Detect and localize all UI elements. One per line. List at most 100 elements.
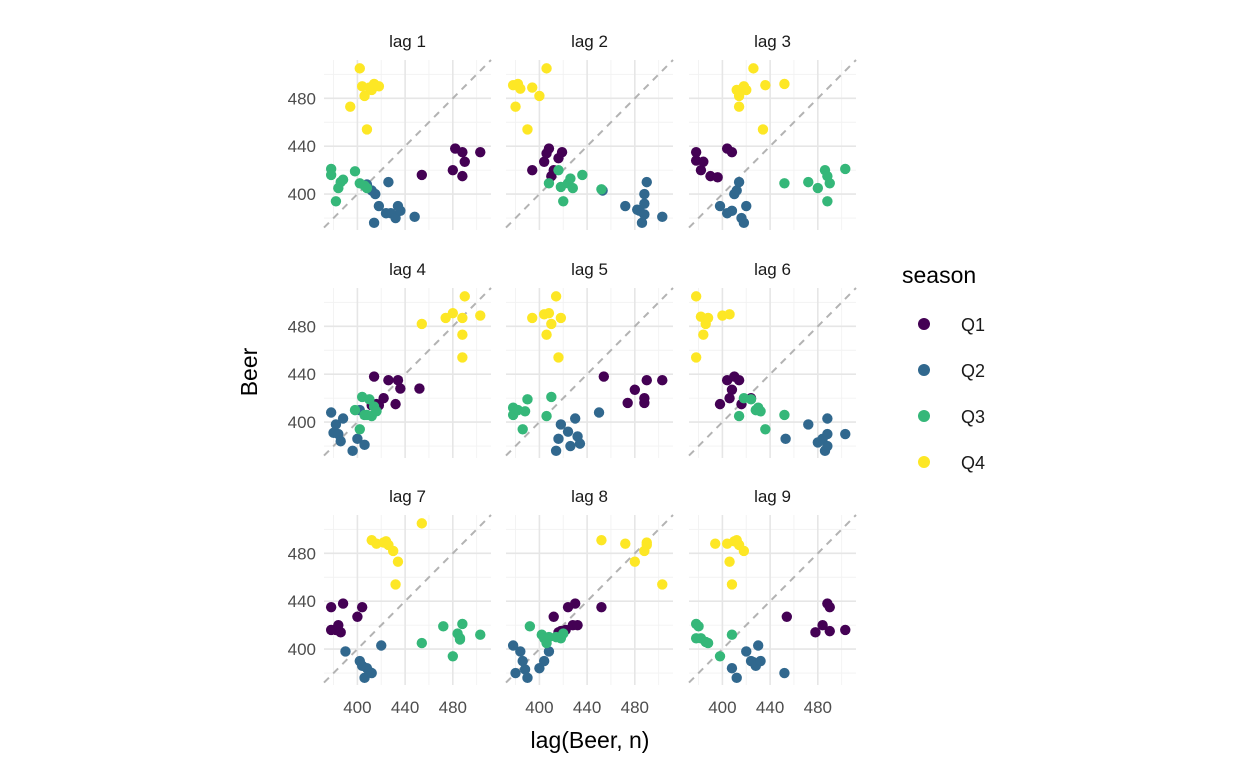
data-point-q1 — [622, 397, 633, 409]
legend-title: season — [902, 262, 976, 288]
data-point-q1 — [712, 172, 723, 183]
x-tick-label: 480 — [621, 698, 649, 717]
data-point-q4 — [345, 101, 356, 112]
data-point-q2 — [352, 433, 363, 445]
data-point-q4 — [596, 534, 607, 546]
data-point-q2 — [368, 217, 380, 229]
facet-title: lag 5 — [571, 260, 608, 279]
data-point-q3 — [553, 164, 564, 176]
facet-panel-7: lag 7 — [323, 487, 492, 685]
data-point-q3 — [812, 182, 824, 194]
data-point-q2 — [780, 433, 791, 445]
data-point-q3 — [517, 424, 528, 435]
data-point-q1 — [840, 624, 851, 636]
data-point-q1 — [695, 164, 707, 176]
data-point-q4 — [459, 291, 470, 302]
facet-panels: lag 1 lag 2 lag 3 lag 4 lag 5 lag 6 lag 7 lag 8… — [323, 32, 857, 685]
data-point-q3 — [330, 196, 342, 207]
data-point-q4 — [553, 352, 564, 363]
data-point-q3 — [543, 178, 555, 189]
data-point-q4 — [515, 83, 526, 94]
y-tick-label: 440 — [288, 365, 316, 384]
data-point-q4 — [354, 63, 365, 74]
x-tick-label: 400 — [525, 698, 553, 717]
data-point-q4 — [748, 63, 759, 74]
data-point-q1 — [629, 384, 641, 395]
data-point-q1 — [527, 164, 538, 176]
y-tick-label: 440 — [288, 592, 316, 611]
data-point-q1 — [639, 392, 650, 404]
x-tick-label: 440 — [573, 698, 601, 717]
data-point-q3 — [475, 629, 486, 640]
data-point-q3 — [693, 621, 704, 632]
data-point-q2 — [510, 667, 521, 679]
data-point-q4 — [510, 101, 521, 112]
data-point-q1 — [457, 146, 468, 158]
data-point-q1 — [335, 627, 346, 638]
data-point-q2 — [522, 672, 533, 684]
y-tick-label: 400 — [288, 640, 316, 659]
data-point-q3 — [457, 618, 468, 630]
data-point-q2 — [569, 413, 581, 424]
data-point-q3 — [546, 391, 557, 403]
data-point-q1 — [817, 619, 828, 631]
data-point-q1 — [724, 392, 735, 404]
data-point-q1 — [356, 601, 368, 613]
data-point-q2 — [550, 445, 562, 457]
data-point-q2 — [507, 640, 519, 651]
data-point-q1 — [657, 374, 668, 386]
reference-line — [323, 59, 492, 229]
data-point-q4 — [416, 318, 428, 330]
legend-key-q2 — [918, 364, 930, 376]
data-point-q4 — [690, 291, 702, 302]
data-point-q3 — [454, 634, 466, 645]
data-point-q2 — [347, 445, 358, 457]
facet-panel-5: lag 5 — [505, 260, 674, 458]
legend-key-q3 — [918, 410, 930, 422]
data-point-q4 — [555, 312, 567, 324]
data-point-q3 — [524, 621, 536, 632]
y-tick-label: 400 — [288, 413, 316, 432]
data-point-q4 — [546, 318, 557, 330]
data-point-q2 — [822, 440, 833, 452]
data-point-q3 — [733, 410, 745, 422]
x-tick-label: 400 — [343, 698, 371, 717]
data-point-q1 — [368, 371, 380, 382]
data-point-q1 — [395, 383, 406, 394]
data-point-q4 — [416, 518, 428, 529]
data-point-q2 — [822, 413, 833, 424]
x-axis-title: lag(Beer, n) — [531, 727, 650, 753]
data-point-q4 — [527, 312, 538, 324]
data-point-q3 — [349, 166, 361, 177]
facet-panel-8: lag 8 — [505, 487, 674, 685]
data-point-q1 — [392, 374, 404, 386]
facet-panel-1: lag 1 — [323, 32, 492, 230]
x-tick-label: 440 — [391, 698, 419, 717]
data-point-q3 — [567, 182, 578, 194]
data-point-q2 — [370, 188, 381, 200]
reference-line — [688, 59, 857, 229]
facet-title: lag 4 — [389, 260, 426, 279]
data-point-q2 — [325, 407, 337, 418]
data-point-q2 — [752, 640, 764, 651]
data-point-q1 — [598, 371, 610, 382]
y-axis-title: Beer — [236, 347, 262, 396]
data-point-q2 — [714, 200, 726, 212]
data-point-q2 — [565, 440, 576, 452]
data-point-q2 — [620, 200, 631, 212]
data-point-q2 — [373, 200, 385, 212]
data-point-q3 — [803, 176, 814, 188]
facet-title: lag 6 — [754, 260, 791, 279]
data-point-q2 — [562, 426, 574, 437]
data-point-q4 — [392, 556, 404, 567]
data-point-q2 — [779, 667, 790, 679]
data-point-q2 — [731, 185, 742, 196]
data-point-q1 — [714, 398, 726, 410]
data-point-q4 — [541, 63, 552, 74]
data-point-q3 — [519, 406, 531, 417]
facet-title: lag 9 — [754, 487, 791, 506]
data-point-q2 — [515, 646, 526, 657]
data-point-q2 — [731, 672, 742, 684]
data-point-q4 — [457, 329, 468, 340]
data-point-q3 — [745, 394, 757, 405]
